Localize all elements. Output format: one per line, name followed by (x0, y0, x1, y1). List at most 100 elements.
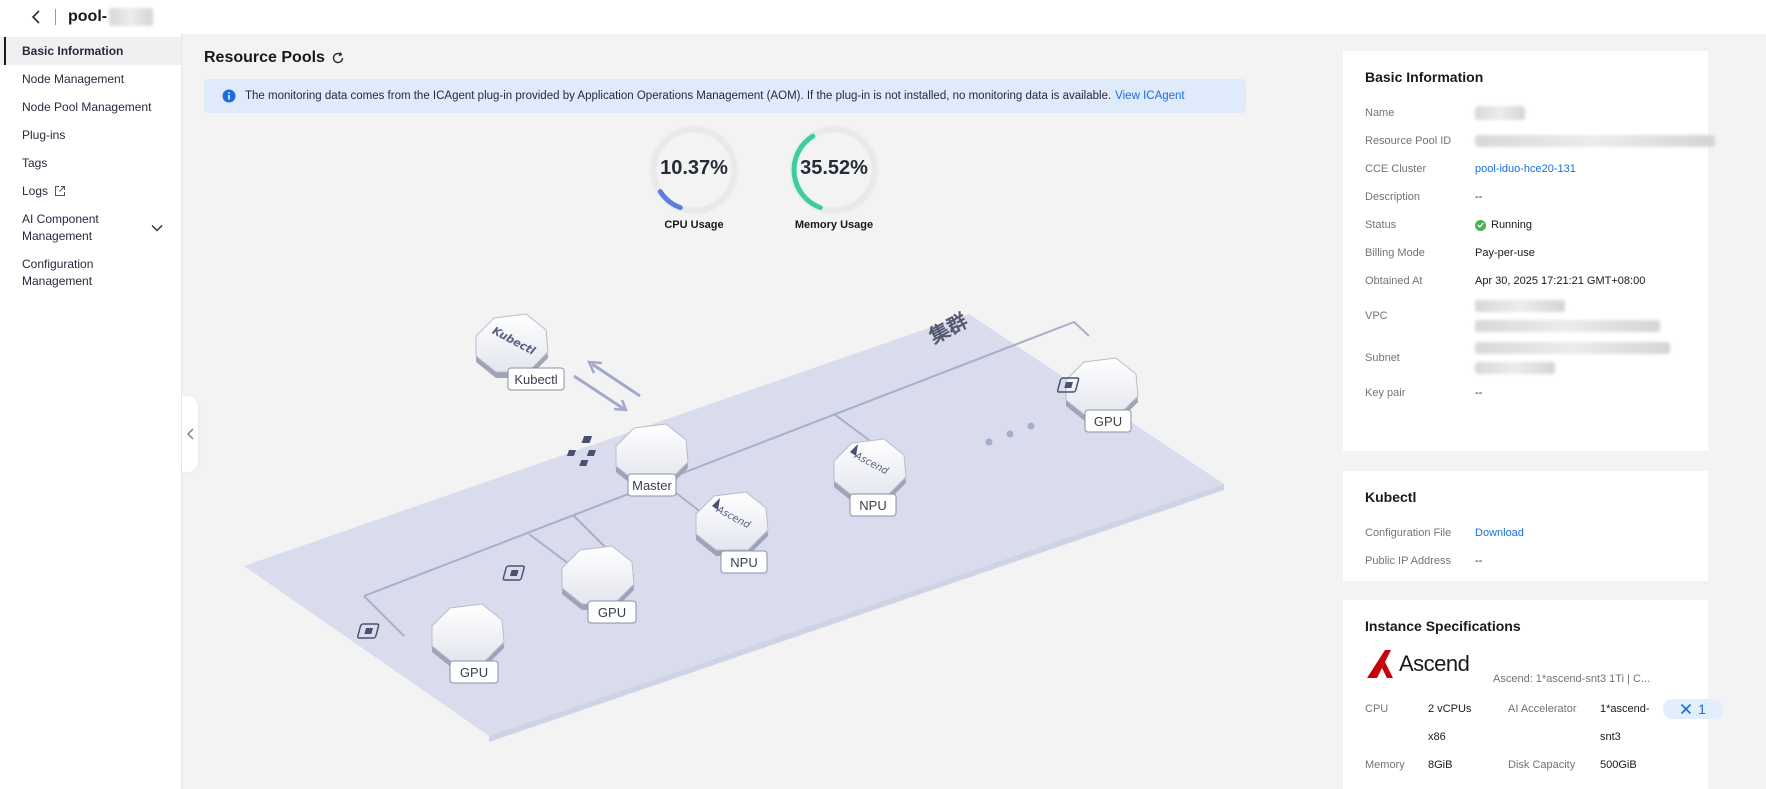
memory-label: Memory (1365, 759, 1405, 771)
cluster-topology-diagram: 集群 Kubectl Kubectl (244, 308, 1224, 742)
refresh-icon[interactable] (331, 51, 345, 65)
kubectl-row-public-ip: Public IP Address -- (1365, 547, 1686, 575)
memory-value: 8GiB (1428, 759, 1453, 771)
brand-name: Ascend (1399, 651, 1470, 676)
sidebar-item-label: Plug-ins (22, 128, 66, 142)
node-label: Master (632, 478, 672, 493)
cpu-arch-value: x86 (1428, 731, 1446, 743)
field-label: Status (1365, 219, 1397, 231)
memory-gauge-ring (789, 125, 879, 214)
view-icagent-link[interactable]: View ICAgent (1115, 90, 1185, 102)
sidebar-item-label: Basic Information (22, 44, 124, 58)
info-row-vpc: VPC (1365, 295, 1686, 337)
check-circle-icon (1475, 219, 1486, 231)
card-title: Instance Specifications (1365, 618, 1521, 634)
more-dot (1027, 422, 1035, 430)
memory-usage-label: Memory Usage (794, 219, 874, 231)
sidebar-item-node-pool-management[interactable]: Node Pool Management (0, 93, 181, 121)
redacted-value (1475, 300, 1565, 312)
sidebar-item-configuration-management[interactable]: Configuration Management (0, 250, 181, 295)
cpu-gauge-ring (649, 125, 739, 214)
chevron-down-icon[interactable] (151, 220, 163, 237)
sidebar-item-label: Node Pool Management (22, 100, 152, 114)
field-label: Configuration File (1365, 527, 1452, 539)
cce-cluster-link[interactable]: pool-iduo-hce20-131 (1475, 163, 1576, 175)
cpu-usage-value: 10.37% (660, 157, 728, 179)
multiply-icon (1681, 703, 1692, 715)
redacted-value (1475, 320, 1660, 332)
info-icon (222, 89, 236, 103)
field-value: -- (1475, 191, 1483, 203)
info-row-name: Name (1365, 99, 1686, 127)
sidebar-item-tags[interactable]: Tags (0, 149, 181, 177)
cpu-usage-gauge: 10.37% CPU Usage (639, 124, 749, 231)
info-row-pool-id: Resource Pool ID (1365, 127, 1715, 155)
sidebar-item-ai-component-management[interactable]: AI Component Management (0, 205, 181, 250)
field-label: Name (1365, 107, 1395, 119)
gpu-node[interactable]: GPU (1056, 357, 1139, 433)
redacted-value (1475, 342, 1670, 354)
sidebar-item-label: Logs (22, 184, 49, 198)
kubectl-card: Kubectl Configuration File Download Publi… (1343, 471, 1708, 581)
chip-icon (357, 623, 380, 639)
status-value: Running (1491, 219, 1532, 231)
npu-node[interactable]: Ascend NPU (695, 491, 769, 574)
memory-usage-value: 35.52% (800, 157, 868, 179)
master-node[interactable]: Master (566, 423, 689, 497)
ascend-logo-icon (1367, 650, 1393, 678)
field-label: VPC (1365, 310, 1388, 322)
node-label: NPU (730, 555, 757, 570)
field-label: Public IP Address (1365, 555, 1452, 567)
sidebar-item-logs[interactable]: Logs (0, 177, 181, 205)
ai-accelerator-value: 1*ascend- (1600, 703, 1650, 715)
field-value: -- (1475, 387, 1483, 399)
spec-summary: Ascend: 1*ascend-snt3 1Ti | C... (1493, 673, 1651, 685)
field-label: CCE Cluster (1365, 163, 1427, 175)
info-row-cce-cluster: CCE Cluster pool-iduo-hce20-131 (1365, 155, 1686, 183)
node-label: GPU (460, 665, 488, 680)
field-label: Description (1365, 191, 1421, 203)
cpu-usage-label: CPU Usage (664, 219, 724, 231)
sidebar: Basic Information Node Management Node P… (0, 34, 182, 789)
sidebar-item-label: AI Component (22, 211, 99, 226)
field-value: Pay-per-use (1475, 247, 1535, 259)
field-label: Key pair (1365, 387, 1406, 399)
node-label: NPU (859, 498, 886, 513)
sidebar-item-label: Configuration (22, 256, 94, 271)
disk-capacity-label: Disk Capacity (1508, 759, 1576, 771)
sidebar-item-label: Tags (22, 156, 48, 170)
card-title: Basic Information (1365, 69, 1484, 85)
info-row-status: Status Running (1365, 211, 1686, 239)
redacted-value (1475, 135, 1715, 147)
gpu-node[interactable]: GPU (357, 603, 505, 684)
kubectl-node[interactable]: Kubectl Kubectl (475, 313, 565, 391)
sidebar-item-label: Node Management (22, 72, 125, 86)
gpu-node[interactable]: GPU (502, 545, 637, 624)
download-config-link[interactable]: Download (1475, 527, 1524, 539)
sidebar-item-basic-information[interactable]: Basic Information (0, 37, 181, 65)
more-dot (1006, 430, 1014, 438)
page-title-text: pool- (68, 8, 108, 25)
sidebar-item-label: Management (22, 273, 93, 288)
redacted-pool-name (109, 8, 154, 26)
npu-node[interactable]: Ascend NPU (833, 438, 907, 517)
field-label: Obtained At (1365, 275, 1423, 287)
sidebar-item-plug-ins[interactable]: Plug-ins (0, 121, 181, 149)
sidebar-collapse-button[interactable] (182, 396, 198, 472)
redacted-value (1475, 362, 1555, 374)
memory-usage-gauge: 35.52% Memory Usage (779, 124, 889, 231)
field-label: Resource Pool ID (1365, 135, 1452, 147)
title-divider (55, 9, 56, 25)
main-content: Resource Pools The monitoring data comes… (204, 46, 1246, 789)
field-label: Subnet (1365, 352, 1400, 364)
back-button[interactable] (27, 8, 45, 26)
sidebar-item-node-management[interactable]: Node Management (0, 65, 181, 93)
info-row-billing: Billing Mode Pay-per-use (1365, 239, 1686, 267)
kubectl-arrows (573, 360, 641, 412)
node-label: GPU (1094, 414, 1122, 429)
chip-icon (502, 565, 525, 581)
chip-icon (1056, 377, 1080, 393)
ai-accelerator-value-line2: snt3 (1600, 731, 1621, 743)
card-title: Kubectl (1365, 489, 1417, 505)
page-title: pool- (68, 8, 154, 26)
